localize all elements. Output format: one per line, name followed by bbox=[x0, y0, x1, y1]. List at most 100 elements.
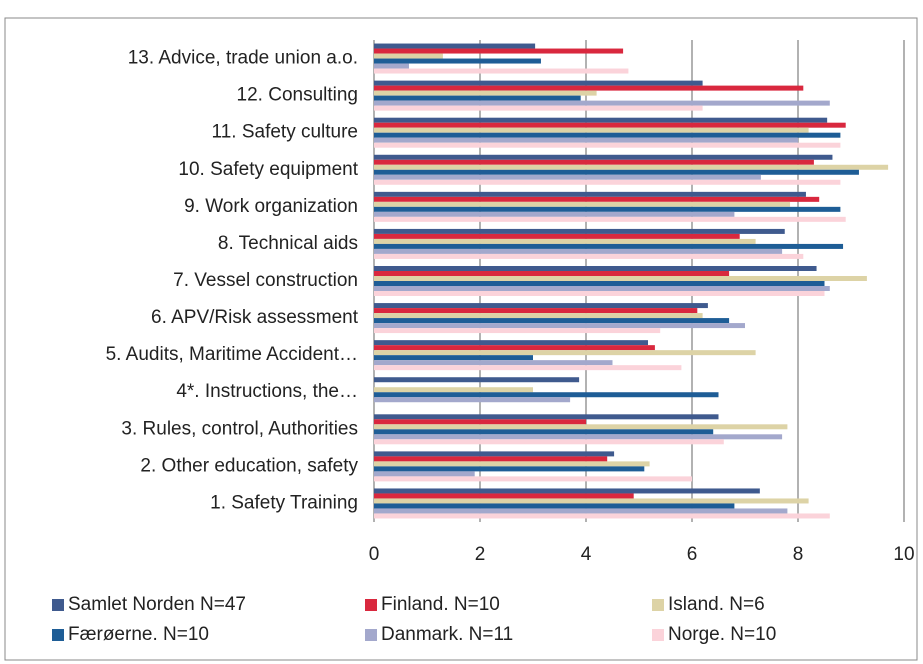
bar bbox=[374, 122, 846, 128]
bar bbox=[374, 377, 580, 383]
x-tick-label: 10 bbox=[893, 544, 914, 565]
bar bbox=[374, 419, 586, 425]
bar bbox=[374, 498, 809, 504]
bar bbox=[374, 291, 825, 296]
bar bbox=[374, 286, 830, 291]
bar bbox=[374, 392, 719, 398]
y-tick-label: 12. Consulting bbox=[237, 85, 358, 106]
y-tick-label: 10. Safety equipment bbox=[178, 159, 358, 180]
bar bbox=[374, 471, 475, 477]
bar bbox=[374, 350, 756, 356]
bar bbox=[374, 154, 833, 160]
legend-swatch bbox=[365, 629, 377, 641]
bar bbox=[374, 266, 817, 271]
bar bbox=[374, 233, 740, 239]
y-tick-label: 4*. Instructions, the… bbox=[176, 381, 358, 402]
legend-swatch bbox=[365, 599, 377, 611]
bar bbox=[374, 328, 661, 334]
bar bbox=[374, 503, 735, 509]
bar bbox=[374, 211, 735, 217]
y-tick-label: 11. Safety culture bbox=[212, 122, 358, 143]
bar bbox=[374, 191, 806, 197]
bar bbox=[374, 253, 804, 259]
legend-label: Danmark. N=11 bbox=[381, 624, 513, 645]
bar bbox=[374, 80, 703, 86]
legend-label: Samlet Norden N=47 bbox=[68, 594, 246, 615]
legend-swatch bbox=[52, 599, 64, 611]
y-tick-label: 2. Other education, safety bbox=[140, 455, 358, 476]
bar bbox=[374, 318, 730, 324]
bar bbox=[374, 456, 608, 462]
bar bbox=[374, 105, 703, 111]
bar bbox=[374, 323, 745, 329]
bar bbox=[374, 313, 703, 319]
bar bbox=[374, 142, 841, 148]
bar bbox=[374, 365, 682, 371]
y-tick-label: 7. Vessel construction bbox=[173, 270, 358, 291]
bar bbox=[374, 451, 615, 457]
bar bbox=[374, 340, 649, 346]
bar bbox=[374, 345, 655, 351]
bar bbox=[374, 488, 760, 494]
bar bbox=[374, 228, 785, 234]
y-tick-label: 3. Rules, control, Authorities bbox=[121, 418, 358, 439]
bar bbox=[374, 90, 597, 96]
bar bbox=[374, 276, 867, 281]
bar bbox=[374, 216, 846, 222]
bar bbox=[374, 429, 714, 435]
bar bbox=[374, 127, 809, 133]
legend-label: Finland. N=10 bbox=[381, 594, 500, 615]
x-tick-label: 0 bbox=[369, 544, 380, 565]
bar bbox=[374, 159, 814, 165]
bar bbox=[374, 137, 798, 143]
bar bbox=[374, 248, 783, 254]
bar bbox=[374, 53, 443, 59]
legend-swatch bbox=[52, 629, 64, 641]
bar bbox=[374, 508, 788, 514]
bar bbox=[374, 513, 830, 519]
bar bbox=[374, 414, 719, 420]
bar bbox=[374, 100, 830, 106]
x-tick-label: 2 bbox=[475, 544, 486, 565]
bar bbox=[374, 85, 804, 91]
bar bbox=[374, 95, 581, 101]
bar bbox=[374, 43, 536, 49]
legend-label: Færøerne. N=10 bbox=[68, 624, 209, 645]
bar bbox=[374, 68, 629, 74]
bar bbox=[374, 461, 650, 467]
y-tick-label: 9. Work organization bbox=[184, 196, 358, 217]
y-tick-label: 13. Advice, trade union a.o. bbox=[128, 48, 358, 69]
bar bbox=[374, 117, 828, 123]
bar bbox=[374, 132, 841, 138]
x-tick-label: 4 bbox=[581, 544, 592, 565]
bar bbox=[374, 360, 613, 366]
bar bbox=[374, 476, 692, 482]
bar bbox=[374, 308, 698, 314]
bar bbox=[374, 58, 541, 64]
x-tick-label: 6 bbox=[687, 544, 698, 565]
bar bbox=[374, 48, 624, 54]
y-tick-label: 5. Audits, Maritime Accident… bbox=[106, 344, 358, 365]
legend-label: Island. N=6 bbox=[668, 594, 765, 615]
bar bbox=[374, 169, 859, 175]
bar bbox=[374, 387, 533, 393]
bar bbox=[374, 271, 730, 276]
bar bbox=[374, 63, 409, 69]
x-tick-label: 8 bbox=[793, 544, 804, 565]
legend-label: Norge. N=10 bbox=[668, 624, 776, 645]
bar bbox=[374, 206, 841, 212]
bar bbox=[374, 196, 820, 202]
bar bbox=[374, 424, 788, 430]
bar bbox=[374, 174, 761, 180]
bar bbox=[374, 439, 724, 445]
bar bbox=[374, 281, 825, 286]
bar bbox=[374, 201, 791, 207]
bar bbox=[374, 493, 634, 499]
bar bbox=[374, 164, 889, 170]
chart-frame bbox=[4, 17, 918, 661]
y-tick-label: 1. Safety Training bbox=[210, 492, 358, 513]
bar bbox=[374, 434, 783, 440]
bar bbox=[374, 179, 841, 185]
bar bbox=[374, 303, 708, 309]
